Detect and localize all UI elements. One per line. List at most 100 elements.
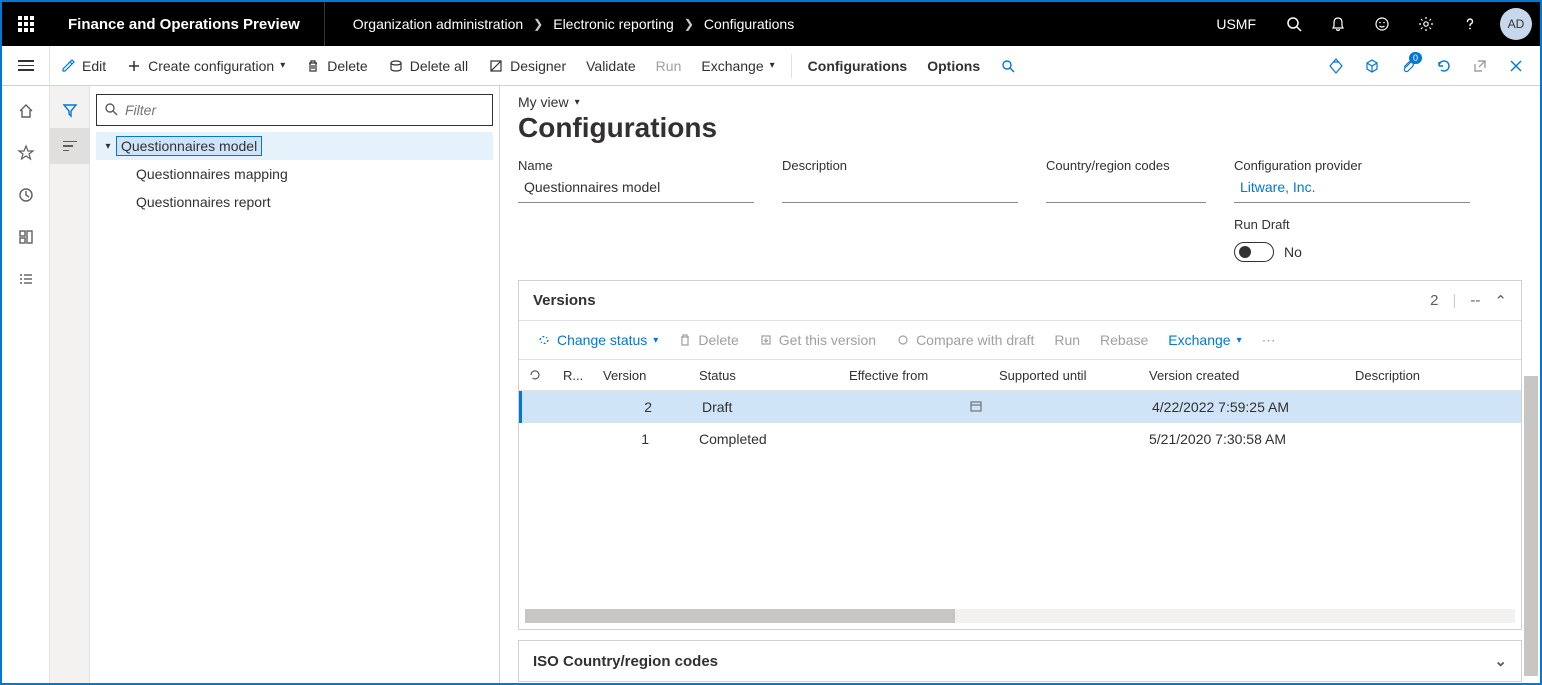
- iso-header[interactable]: ISO Country/region codes ⌄: [519, 641, 1521, 681]
- delete-all-icon: [388, 58, 404, 74]
- smile-icon[interactable]: [1360, 2, 1404, 46]
- field-label: Run Draft: [1234, 217, 1470, 232]
- country-input[interactable]: [1046, 177, 1206, 203]
- change-status-label: Change status: [557, 332, 647, 348]
- star-icon[interactable]: [2, 134, 50, 172]
- column-status[interactable]: Status: [689, 368, 839, 383]
- rebase-label: Rebase: [1100, 332, 1148, 348]
- change-status-button[interactable]: Change status ▾: [529, 321, 666, 359]
- workspace-icon[interactable]: [2, 218, 50, 256]
- edit-label: Edit: [82, 58, 106, 74]
- column-supported[interactable]: Supported until: [989, 368, 1139, 383]
- grid-refresh-icon[interactable]: [519, 369, 553, 381]
- validate-button[interactable]: Validate: [576, 46, 646, 86]
- filter-box: [96, 94, 493, 126]
- delete-all-label: Delete all: [410, 58, 468, 74]
- versions-header[interactable]: Versions 2 | -- ⌃: [519, 281, 1521, 321]
- tree-item-questionnaires-report[interactable]: Questionnaires report: [96, 188, 493, 216]
- action-search-button[interactable]: [990, 46, 1026, 86]
- help-icon[interactable]: [1448, 2, 1492, 46]
- refresh-icon[interactable]: [1428, 46, 1460, 86]
- my-view-button[interactable]: My view ▾: [518, 94, 1522, 110]
- cell-status: Completed: [689, 431, 839, 447]
- tree-item-label: Questionnaires model: [116, 136, 262, 156]
- tree-item-questionnaires-mapping[interactable]: Questionnaires mapping: [96, 160, 493, 188]
- attachments-icon[interactable]: 0: [1392, 46, 1424, 86]
- field-label: Description: [782, 158, 1018, 173]
- close-icon[interactable]: [1500, 46, 1532, 86]
- field-description: Description: [782, 158, 1018, 262]
- breadcrumb-item[interactable]: Organization administration: [353, 16, 523, 32]
- hamburger-icon[interactable]: [2, 46, 50, 86]
- configurations-button[interactable]: Configurations: [798, 46, 918, 86]
- horizontal-scrollbar[interactable]: [525, 609, 1515, 623]
- table-row[interactable]: 1Completed5/21/2020 7:30:58 AM: [519, 423, 1521, 455]
- create-configuration-button[interactable]: Create configuration ▾: [116, 46, 295, 86]
- modules-icon[interactable]: [2, 260, 50, 298]
- actionbar: Edit Create configuration ▾ Delete Delet…: [2, 46, 1540, 86]
- column-effective[interactable]: Effective from: [839, 368, 989, 383]
- designer-label: Designer: [510, 58, 566, 74]
- topbar-right: USMF AD: [1200, 2, 1540, 46]
- popout-icon[interactable]: [1464, 46, 1496, 86]
- bell-icon[interactable]: [1316, 2, 1360, 46]
- more-icon: ⋯: [1262, 332, 1276, 349]
- chevron-down-icon: ▾: [575, 97, 580, 108]
- search-icon[interactable]: [1272, 2, 1316, 46]
- vertical-scrollbar[interactable]: [1524, 376, 1538, 676]
- table-row[interactable]: 2Draft4/22/2022 7:59:25 AM: [519, 391, 1521, 423]
- content: My view ▾ Configurations Name Questionna…: [500, 86, 1540, 683]
- field-label: Configuration provider: [1234, 158, 1470, 173]
- delete-button[interactable]: Delete: [295, 46, 377, 86]
- field-name: Name Questionnaires model: [518, 158, 754, 262]
- cell-created: 4/22/2022 7:59:25 AM: [1142, 399, 1348, 415]
- home-icon[interactable]: [2, 92, 50, 130]
- breadcrumb-item[interactable]: Electronic reporting: [553, 16, 674, 32]
- tree-item-questionnaires-model[interactable]: ▾ Questionnaires model: [96, 132, 493, 160]
- provider-link[interactable]: Litware, Inc.: [1234, 177, 1470, 203]
- iso-title: ISO Country/region codes: [533, 653, 718, 670]
- sort-icon[interactable]: [50, 128, 90, 164]
- tree-pane: ▾ Questionnaires model Questionnaires ma…: [90, 86, 500, 683]
- download-icon: [759, 333, 773, 347]
- clock-icon[interactable]: [2, 176, 50, 214]
- versions-grid: R... Version Status Effective from Suppo…: [519, 359, 1521, 623]
- column-version[interactable]: Version: [593, 368, 689, 383]
- column-description[interactable]: Description: [1345, 368, 1521, 383]
- options-label: Options: [927, 58, 980, 74]
- avatar[interactable]: AD: [1500, 8, 1532, 40]
- chevron-up-icon[interactable]: ⌃: [1494, 292, 1507, 310]
- version-exchange-button[interactable]: Exchange ▾: [1160, 321, 1249, 359]
- designer-icon: [488, 58, 504, 74]
- breadcrumb: Organization administration ❯ Electronic…: [325, 16, 794, 32]
- company-code[interactable]: USMF: [1200, 16, 1272, 32]
- box-icon[interactable]: [1356, 46, 1388, 86]
- more-button[interactable]: ⋯: [1254, 321, 1284, 359]
- run-button: Run: [646, 46, 692, 86]
- gear-icon[interactable]: [1404, 2, 1448, 46]
- run-draft-toggle[interactable]: [1234, 242, 1274, 262]
- diamond-icon[interactable]: [1320, 46, 1352, 86]
- exchange-button[interactable]: Exchange ▾: [691, 46, 784, 86]
- exchange-label: Exchange: [701, 58, 763, 74]
- breadcrumb-item[interactable]: Configurations: [704, 16, 794, 32]
- chevron-right-icon: ❯: [529, 17, 547, 31]
- column-created[interactable]: Version created: [1139, 368, 1345, 383]
- description-input[interactable]: [782, 177, 1018, 203]
- delete-all-button[interactable]: Delete all: [378, 46, 478, 86]
- designer-button[interactable]: Designer: [478, 46, 576, 86]
- versions-count: 2: [1430, 292, 1438, 309]
- filter-input[interactable]: [96, 94, 493, 126]
- caret-down-icon[interactable]: ▾: [100, 141, 116, 152]
- topbar: Finance and Operations Preview Organizat…: [2, 2, 1540, 46]
- edit-button[interactable]: Edit: [50, 46, 116, 86]
- rebase-button: Rebase: [1092, 321, 1156, 359]
- version-run-label: Run: [1054, 332, 1080, 348]
- name-input[interactable]: Questionnaires model: [518, 177, 754, 203]
- column-r[interactable]: R...: [553, 368, 593, 383]
- options-button[interactable]: Options: [917, 46, 990, 86]
- cell-version: 2: [596, 399, 692, 415]
- funnel-icon[interactable]: [50, 92, 90, 128]
- app-launcher-icon[interactable]: [2, 2, 50, 46]
- separator: [791, 54, 792, 78]
